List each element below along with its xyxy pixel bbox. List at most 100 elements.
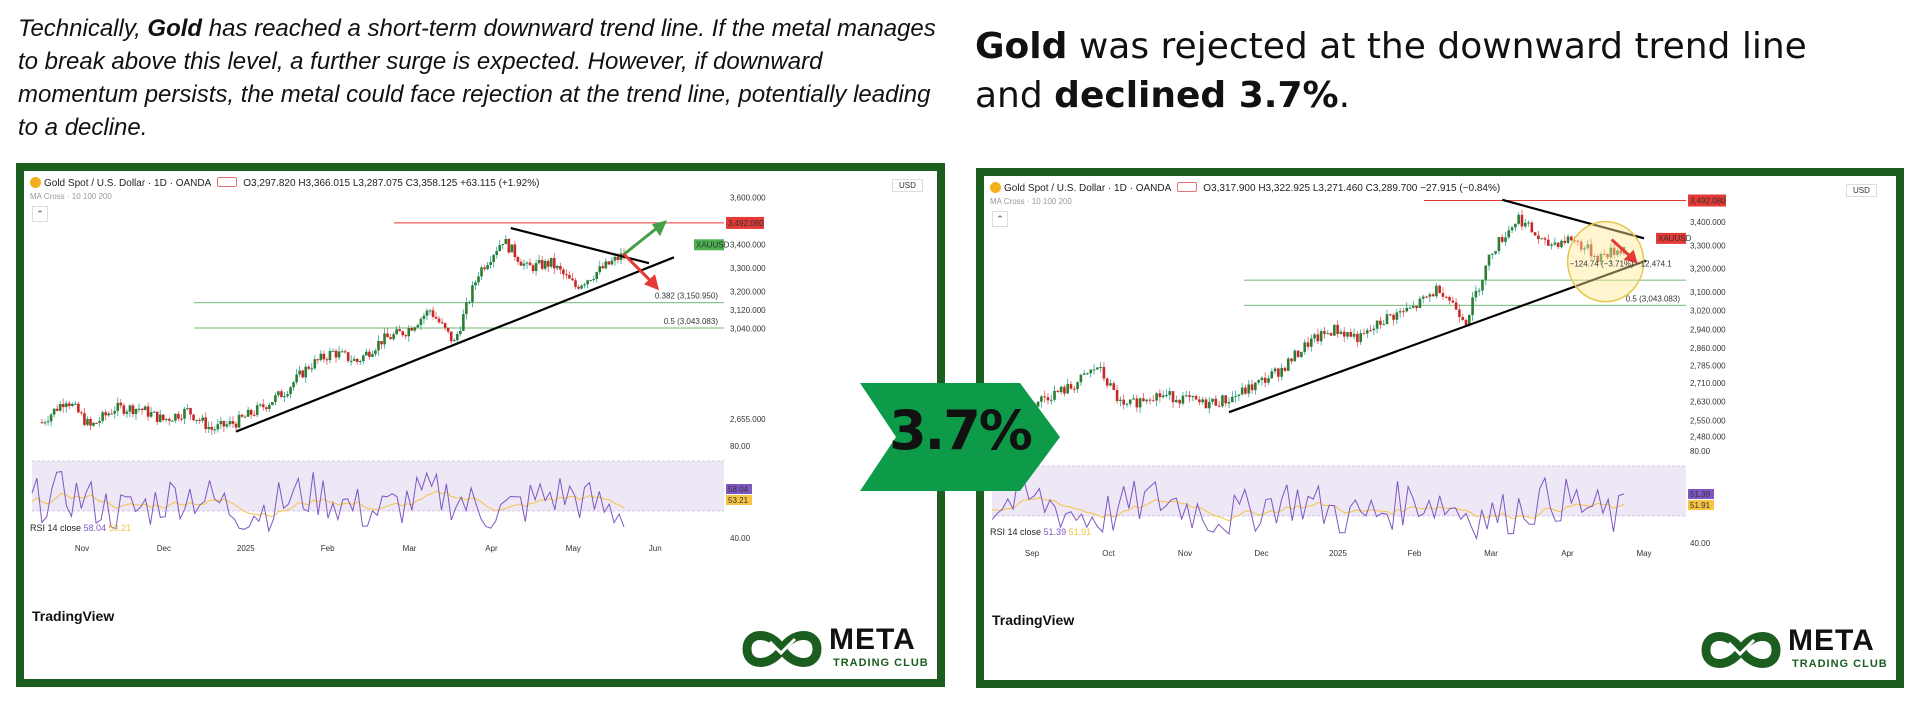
candle	[1570, 236, 1573, 241]
candle	[1369, 330, 1372, 332]
candle	[1359, 333, 1362, 343]
candle	[1530, 222, 1534, 233]
candle	[1280, 367, 1283, 377]
candle	[1609, 247, 1613, 258]
candle	[201, 417, 204, 421]
candle	[1227, 401, 1231, 404]
candle	[1431, 294, 1435, 297]
chart-header: Gold Spot / U.S. Dollar · 1D · OANDA O3,3…	[990, 182, 1500, 194]
candle	[1421, 296, 1425, 299]
candle	[128, 405, 132, 412]
logo-title: META	[829, 623, 916, 656]
candle	[1148, 399, 1152, 401]
fib-label: 0.5 (3,043.083)	[1626, 294, 1681, 303]
candle	[246, 409, 250, 417]
candle	[1497, 237, 1501, 252]
candle	[301, 370, 304, 378]
candle	[1415, 306, 1418, 309]
candle	[1072, 388, 1076, 390]
rsi-band	[992, 466, 1686, 516]
candle	[1365, 330, 1369, 334]
candle	[1224, 395, 1228, 404]
candle	[1309, 338, 1313, 347]
candle	[1619, 250, 1623, 254]
candle	[283, 396, 286, 398]
symbol-tag-bg	[694, 239, 724, 251]
candle	[1102, 367, 1106, 379]
candle	[261, 404, 265, 408]
candle	[1418, 298, 1422, 309]
candle	[1221, 395, 1224, 407]
collapse-icon[interactable]: ⌃	[32, 206, 48, 222]
candle	[1576, 240, 1580, 242]
decline-arrow-head	[1623, 249, 1638, 264]
candle	[1352, 333, 1356, 337]
collapse-icon[interactable]: ⌃	[992, 211, 1008, 227]
candle	[1286, 358, 1290, 371]
candle	[407, 328, 411, 337]
highlight-circle	[1566, 220, 1645, 303]
candle	[607, 261, 611, 265]
currency-select[interactable]: USD	[1846, 184, 1877, 197]
currency-select[interactable]: USD	[892, 179, 923, 192]
rsi-line	[991, 475, 1625, 541]
candle	[1069, 384, 1073, 389]
candle	[340, 351, 344, 353]
candle	[477, 276, 480, 283]
candle	[225, 424, 229, 427]
x-tick-label: Mar	[1484, 549, 1498, 558]
x-tick-label: 2025	[237, 544, 255, 553]
rsi-ma-line	[31, 490, 625, 518]
candle	[1270, 371, 1274, 379]
candle	[559, 265, 562, 270]
candle	[328, 351, 332, 361]
candle	[465, 302, 468, 315]
candle	[1346, 332, 1349, 337]
gold-symbol-icon	[990, 182, 1001, 193]
candle	[1487, 254, 1491, 266]
candle	[1543, 238, 1547, 240]
candle	[510, 244, 514, 253]
price-label: 3,492.080	[728, 219, 764, 228]
x-tick-label: Apr	[485, 544, 498, 553]
candle	[1372, 328, 1376, 331]
price-label: 3,492.080	[1690, 197, 1726, 206]
candle	[616, 256, 620, 260]
more-icon[interactable]	[1177, 182, 1198, 192]
candle	[95, 422, 98, 424]
candle	[1454, 302, 1458, 310]
candle	[1461, 316, 1465, 320]
resistance-trendline	[1502, 198, 1645, 240]
candle	[428, 310, 432, 312]
rsi-band	[32, 461, 724, 511]
candle	[519, 261, 523, 266]
candle	[471, 285, 474, 303]
logo-subtitle: TRADING CLUB	[1792, 658, 1888, 670]
y-tick-label: 2,655.000	[730, 415, 766, 424]
candle	[40, 422, 44, 424]
candle	[107, 413, 110, 416]
candle	[274, 395, 277, 403]
more-icon[interactable]	[217, 177, 238, 187]
candle	[1553, 242, 1557, 245]
candle	[1230, 396, 1234, 402]
candle	[495, 251, 498, 256]
y-tick-label: 3,100.000	[1690, 288, 1726, 297]
candle	[395, 329, 398, 335]
y-tick-label: 3,020.000	[1690, 307, 1726, 316]
candle	[440, 322, 444, 324]
decline-percent: 3.7%	[889, 399, 1033, 462]
indicator-label: MA Cross · 10 100 200	[30, 192, 112, 201]
candle	[186, 408, 189, 410]
candle	[1247, 384, 1251, 394]
candle	[489, 261, 492, 266]
rsi-tick-label: 80.00	[1690, 447, 1711, 456]
candle	[571, 278, 574, 281]
candle	[480, 267, 483, 277]
x-tick-label: Oct	[1102, 549, 1115, 558]
y-tick-label: 2,860.000	[1690, 344, 1726, 353]
candle	[231, 421, 235, 424]
candle	[1398, 311, 1402, 313]
candle	[52, 408, 56, 415]
candle	[322, 353, 326, 360]
